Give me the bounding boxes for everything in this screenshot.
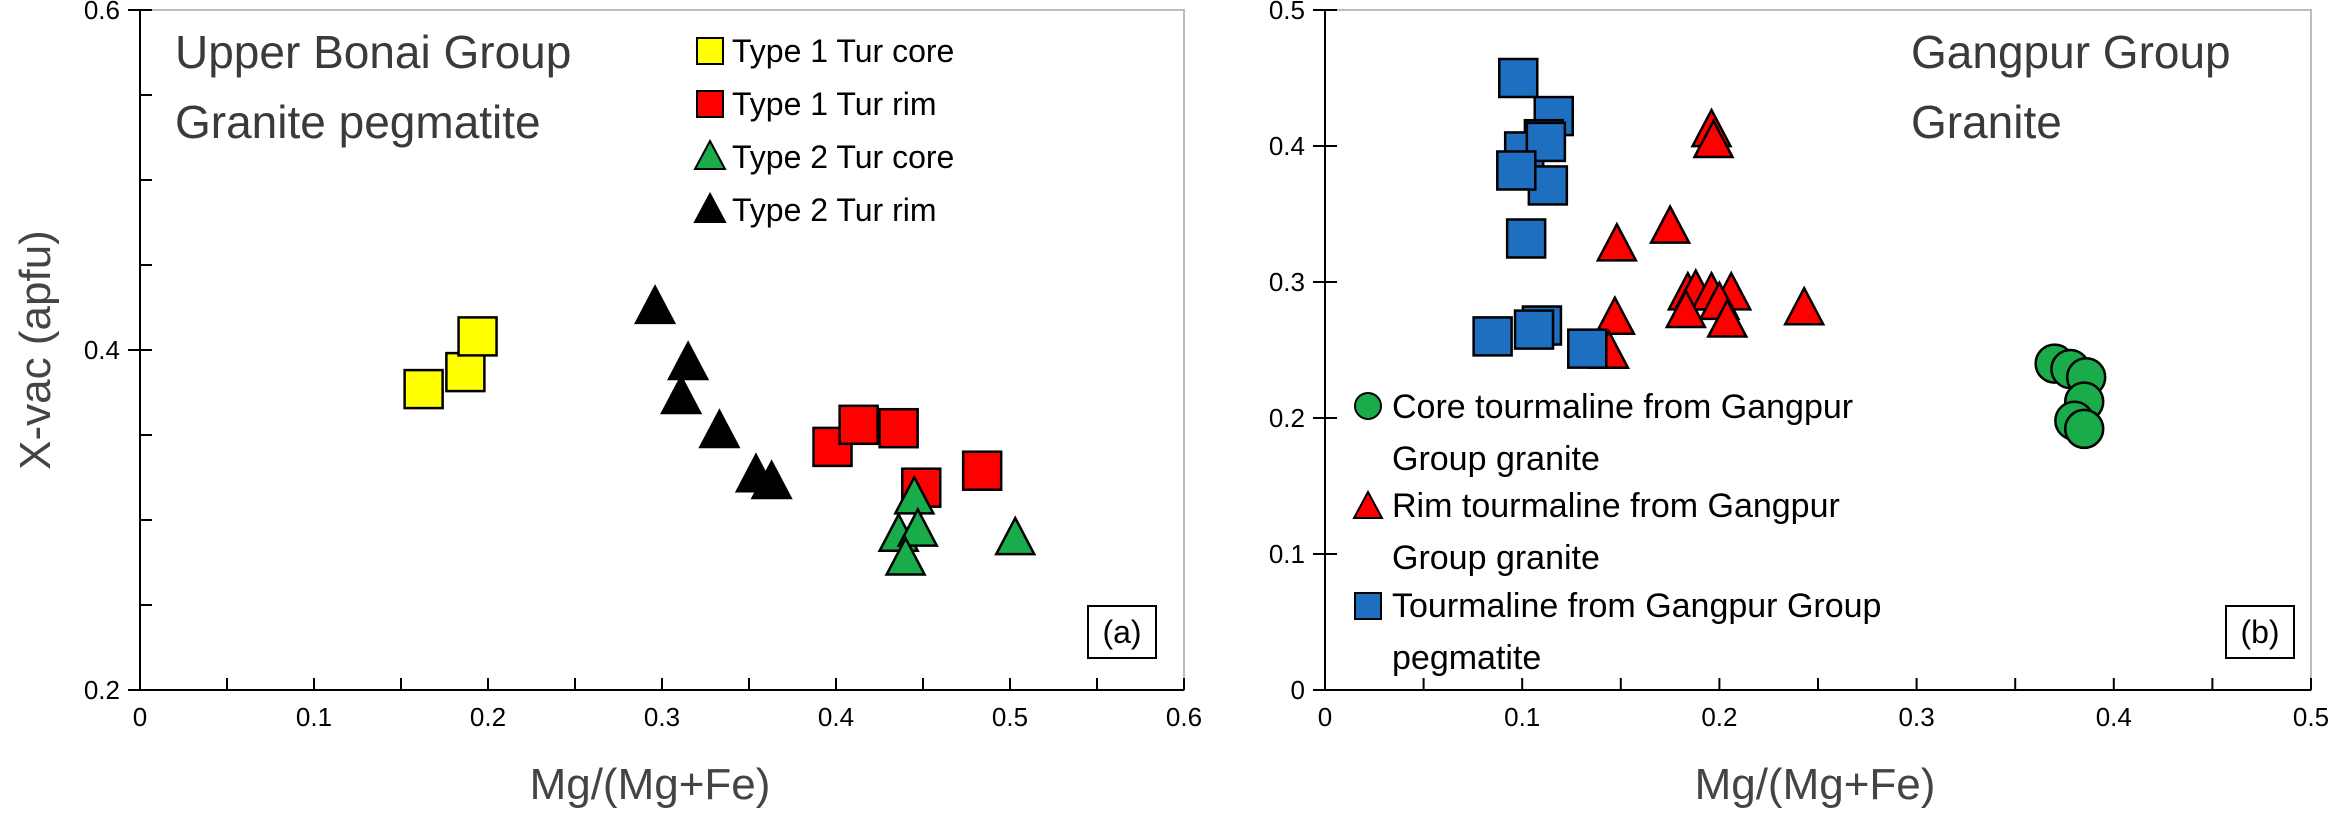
- point-a-type-1-tur-core-1: [445, 351, 486, 393]
- x-tick-label-b-4: 0.4: [2096, 702, 2132, 732]
- point-a-type-2-tur-core-4: [994, 515, 1037, 556]
- point-b-series-1-4: [1593, 295, 1636, 336]
- point-a-type-2-tur-core-2: [896, 506, 939, 547]
- panel-b-x-label: Mg/(Mg+Fe): [1695, 760, 1936, 809]
- panel-a-title-line-2: Granite pegmatite: [175, 96, 541, 148]
- y-tick-label-b-2: 0.2: [1269, 403, 1305, 433]
- point-a-type-1-tur-rim-1: [838, 404, 879, 446]
- x-tick-label-b-2: 0.2: [1701, 702, 1737, 732]
- x-tick-label-a-0: 0: [133, 702, 147, 732]
- panel-b-label-box: [2225, 605, 2295, 659]
- x-tick-label-a-6: 0.6: [1166, 702, 1202, 732]
- y-tick-label-b-0: 0: [1291, 675, 1305, 705]
- panel-b-points: [1472, 57, 2107, 450]
- panel-a-x-label: Mg/(Mg+Fe): [530, 760, 771, 809]
- x-tick-label-a-3: 0.3: [644, 702, 680, 732]
- legend-label-rim-granite-1: Rim tourmaline from Gangpur: [1392, 487, 1840, 525]
- panel-b: 0 0.1 0.2 0.3 0.4 0.5 0 0.1 0.2 0.3 0.4 0.5 Gangpur…: [1269, 0, 2329, 809]
- panel-a-frame: [139, 9, 1185, 691]
- legend-marker-pegmatite: [1354, 592, 1382, 620]
- legend-label-type1-core: Type 1 Tur core: [732, 33, 954, 69]
- y-tick-label-b-3: 0.3: [1269, 267, 1305, 297]
- legend-label-pegmatite-1: Tourmaline from Gangpur Group: [1392, 587, 1881, 625]
- panel-b-title-line-1: Gangpur Group: [1911, 26, 2231, 78]
- legend-marker-type1-rim: [696, 90, 724, 118]
- point-a-type-2-tur-rim-0: [633, 284, 677, 325]
- point-b-series-0-5: [2063, 408, 2105, 450]
- y-tick-label-b-5: 0.5: [1269, 0, 1305, 25]
- legend-marker-type1-core: [696, 37, 724, 65]
- point-b-series-2-11: [1567, 328, 1608, 369]
- y-tick-label-a-0: 0.2: [84, 675, 120, 705]
- point-b-series-2-9: [1513, 309, 1555, 350]
- point-a-type-2-tur-rim-1: [667, 340, 710, 381]
- panel-a-label-box: [1087, 605, 1157, 659]
- point-b-series-1-3: [1595, 221, 1638, 262]
- point-a-type-2-tur-rim-5: [750, 459, 793, 500]
- x-tick-label-a-2: 0.2: [470, 702, 506, 732]
- point-b-series-2-4: [1525, 121, 1567, 163]
- panel-a-points: [403, 284, 1037, 576]
- point-b-series-1-13: [1783, 285, 1826, 326]
- panel-a: 0 0.1 0.2 0.3 0.4 0.5 0.6 0.2 0.4 0.6 Upper Bonai…: [11, 0, 1202, 809]
- x-tick-label-b-3: 0.3: [1899, 702, 1935, 732]
- legend-label-type2-rim: Type 2 Tur rim: [732, 192, 937, 228]
- panel-a-y-label: X-vac (apfu): [11, 230, 60, 470]
- point-b-series-2-6: [1496, 150, 1537, 191]
- panel-a-legend: Type 1 Tur core Type 1 Tur rim Type 2 Tu…: [693, 33, 954, 228]
- y-tick-label-b-4: 0.4: [1269, 131, 1305, 161]
- point-b-series-2-10: [1472, 316, 1513, 357]
- panel-b-title-line-2: Granite: [1911, 96, 2062, 148]
- x-tick-label-b-5: 0.5: [2293, 702, 2329, 732]
- legend-label-type1-rim: Type 1 Tur rim: [732, 86, 937, 122]
- panel-b-legend: Core tourmaline from Gangpur Group grani…: [1352, 388, 1881, 677]
- point-a-type-1-tur-core-0: [403, 368, 444, 410]
- legend-label-type2-core: Type 2 Tur core: [732, 139, 954, 175]
- legend-marker-rim-granite: [1352, 489, 1384, 519]
- panel-a-label: (a): [1102, 614, 1141, 650]
- point-b-series-2-0: [1498, 57, 1539, 99]
- x-tick-label-b-0: 0: [1318, 702, 1332, 732]
- point-a-type-2-tur-core-3: [884, 535, 927, 576]
- legend-marker-type2-rim: [693, 191, 727, 223]
- point-b-series-2-7: [1505, 218, 1547, 259]
- point-a-type-1-tur-rim-2: [878, 407, 919, 449]
- x-tick-label-a-5: 0.5: [992, 702, 1028, 732]
- y-tick-label-a-1: 0.4: [84, 335, 120, 365]
- point-a-type-2-tur-rim-2: [660, 374, 703, 415]
- point-a-type-2-tur-core-0: [893, 474, 936, 515]
- point-b-series-1-1: [1692, 118, 1735, 159]
- panel-b-ticks: 0 0.1 0.2 0.3 0.4 0.5 0 0.1 0.2 0.3 0.4 0.5: [1269, 0, 2329, 732]
- y-tick-label-a-2: 0.6: [84, 0, 120, 25]
- panel-b-label: (b): [2240, 614, 2279, 650]
- legend-marker-core-granite: [1354, 392, 1382, 420]
- x-tick-label-a-1: 0.1: [296, 702, 332, 732]
- legend-label-rim-granite-2: Group granite: [1392, 539, 1600, 577]
- point-b-series-1-11: [1664, 288, 1707, 329]
- x-tick-label-a-4: 0.4: [818, 702, 854, 732]
- point-b-series-1-2: [1649, 203, 1692, 244]
- legend-label-core-granite-2: Group granite: [1392, 440, 1600, 478]
- point-b-series-1-12: [1706, 297, 1749, 338]
- panel-a-title-line-1: Upper Bonai Group: [175, 26, 571, 78]
- legend-label-pegmatite-2: pegmatite: [1392, 639, 1541, 677]
- point-a-type-1-tur-rim-4: [961, 450, 1003, 491]
- panel-a-ticks: 0 0.1 0.2 0.3 0.4 0.5 0.6 0.2 0.4 0.6: [84, 0, 1202, 732]
- y-tick-label-b-1: 0.1: [1269, 539, 1305, 569]
- legend-label-core-granite-1: Core tourmaline from Gangpur: [1392, 388, 1853, 426]
- x-tick-label-b-1: 0.1: [1504, 702, 1540, 732]
- point-a-type-2-tur-rim-3: [698, 408, 741, 449]
- point-a-type-1-tur-core-2: [457, 316, 498, 357]
- legend-marker-type2-core: [693, 138, 727, 170]
